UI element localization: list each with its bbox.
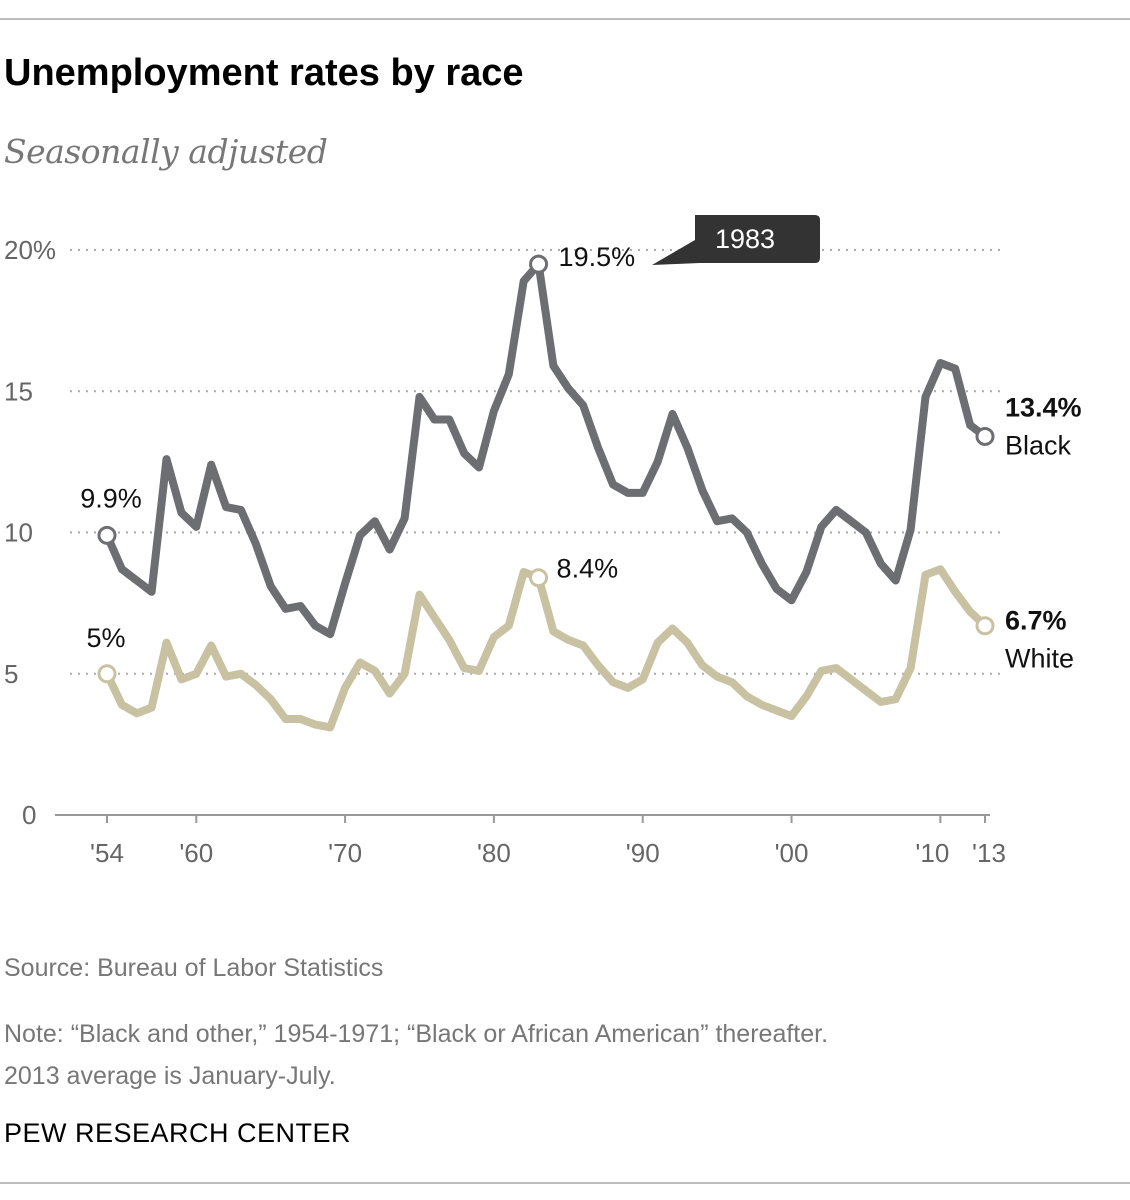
brand-logo-text: PEW RESEARCH CENTER <box>4 1118 352 1148</box>
data-label: 6.7% <box>1005 606 1067 636</box>
callout-box <box>652 215 820 265</box>
x-tick-label: '54 <box>90 838 124 868</box>
x-tick-label: '13 <box>972 838 1006 868</box>
data-point-marker <box>97 525 117 545</box>
series-label: Black <box>1005 430 1072 460</box>
top-rule <box>0 18 1130 20</box>
source-text: Source: Bureau of Labor Statistics <box>4 954 384 982</box>
series-label: White <box>1005 644 1074 674</box>
data-point-marker <box>975 426 995 446</box>
y-tick-label: 10 <box>4 518 33 548</box>
data-point-marker <box>529 254 549 274</box>
x-tick-label: '70 <box>328 838 362 868</box>
x-tick-label: '80 <box>477 838 511 868</box>
data-label: 5% <box>86 623 125 653</box>
x-tick-label: '10 <box>915 838 949 868</box>
x-tick-label: '90 <box>626 838 660 868</box>
data-point-marker <box>529 568 549 588</box>
line-chart: 0 5 10 15 20% '54 '60 '70 '80 '90 '00 '10 '13 9.9% 5% 1… <box>4 215 1082 868</box>
y-tick-label: 20% <box>4 235 56 265</box>
bottom-rule <box>0 1182 1130 1184</box>
data-label: 19.5% <box>559 242 636 272</box>
y-tick-label: 15 <box>4 376 33 406</box>
data-label: 13.4% <box>1005 392 1082 422</box>
y-tick-label: 0 <box>22 800 36 830</box>
x-tick-label: '00 <box>775 838 809 868</box>
chart-title: Unemployment rates by race <box>4 52 524 94</box>
callout-label: 1983 <box>715 224 775 254</box>
note-line-2: 2013 average is January-July. <box>4 1062 336 1090</box>
note-line-1: Note: “Black and other,” 1954-1971; “Bla… <box>4 1020 829 1048</box>
series-line-black <box>103 260 989 639</box>
data-point-marker <box>975 616 995 636</box>
y-tick-label: 5 <box>4 659 18 689</box>
series-line-white <box>103 565 989 732</box>
chart-subtitle: Seasonally adjusted <box>4 132 328 171</box>
data-point-marker <box>97 664 117 684</box>
data-label: 8.4% <box>557 554 619 584</box>
data-label: 9.9% <box>80 483 142 513</box>
x-tick-label: '60 <box>179 838 213 868</box>
